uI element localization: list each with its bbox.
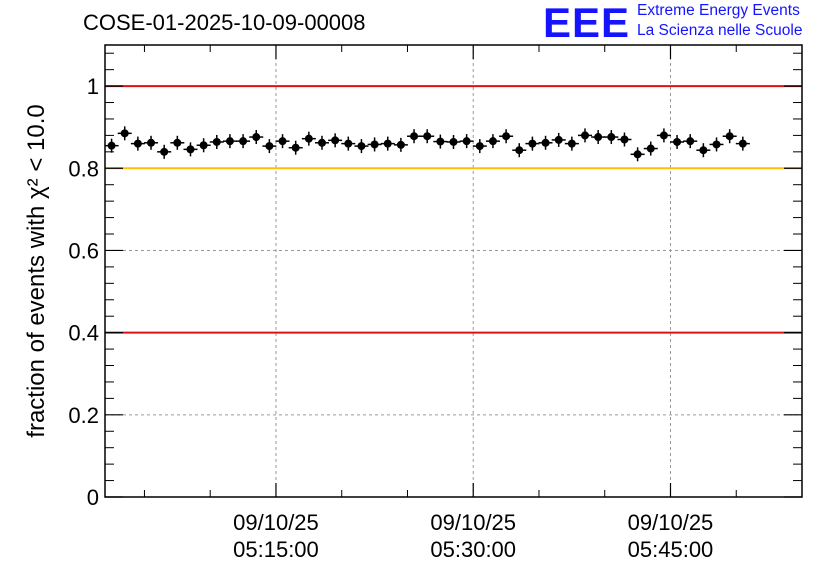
data-point: [699, 146, 708, 155]
data-point: [502, 132, 511, 141]
data-point: [120, 129, 129, 138]
y-tick-label: 0.2: [68, 403, 99, 428]
logo-tagline-2: La Scienza nelle Scuole: [637, 22, 803, 39]
x-tick-label-date: 09/10/25: [628, 510, 714, 535]
data-point: [515, 146, 524, 155]
grid-lines: [105, 45, 802, 497]
reference-lines: [105, 85, 802, 334]
data-point: [331, 136, 340, 145]
data-point: [304, 134, 313, 143]
data-point: [673, 137, 682, 146]
y-tick-label: 0.8: [68, 156, 99, 181]
data-point: [396, 140, 405, 149]
data-point: [212, 137, 221, 146]
data-point: [383, 139, 392, 148]
logo-tagline-1: Extreme Energy Events: [637, 2, 800, 19]
data-point: [659, 131, 668, 140]
data-point: [488, 137, 497, 146]
x-tick-label-time: 05:45:00: [628, 537, 714, 562]
data-point: [291, 143, 300, 152]
data-point: [133, 139, 142, 148]
data-point: [199, 141, 208, 150]
plot-frame: [104, 44, 803, 498]
y-axis-label: fraction of events with χ² < 10.0: [23, 104, 50, 437]
data-point: [410, 132, 419, 141]
data-point: [186, 145, 195, 154]
data-point: [738, 139, 747, 148]
x-tick-label-date: 09/10/25: [430, 510, 516, 535]
data-point: [475, 142, 484, 151]
data-point: [633, 150, 642, 159]
data-point: [725, 132, 734, 141]
data-point: [594, 133, 603, 142]
x-tick-label-time: 05:15:00: [233, 537, 319, 562]
data-point: [528, 139, 537, 148]
data-point: [462, 137, 471, 146]
data-point: [686, 137, 695, 146]
data-point: [541, 138, 550, 147]
data-point: [712, 140, 721, 149]
data-point: [436, 137, 445, 146]
data-point: [607, 133, 616, 142]
data-points: [104, 126, 750, 162]
data-point: [107, 141, 116, 150]
data-point: [173, 138, 182, 147]
data-point: [344, 139, 353, 148]
data-point: [567, 139, 576, 148]
data-point: [147, 138, 156, 147]
data-point: [449, 137, 458, 146]
y-tick-label: 0.4: [68, 321, 99, 346]
data-point: [317, 138, 326, 147]
data-point: [225, 137, 234, 146]
data-point: [620, 135, 629, 144]
data-point: [357, 142, 366, 151]
data-point: [239, 137, 248, 146]
eee-logo-mark: EEE: [543, 0, 631, 46]
chart-title: COSE-01-2025-10-09-00008: [83, 10, 366, 35]
data-point: [265, 142, 274, 151]
data-point: [370, 140, 379, 149]
data-point: [646, 144, 655, 153]
data-point: [278, 137, 287, 146]
data-point: [252, 133, 261, 142]
data-point: [581, 131, 590, 140]
data-point: [423, 132, 432, 141]
x-tick-label-date: 09/10/25: [233, 510, 319, 535]
axes: 00.20.40.60.8109/10/2505:15:0009/10/2505…: [68, 45, 802, 562]
y-tick-label: 0.6: [68, 238, 99, 263]
y-tick-label: 0: [87, 485, 99, 510]
x-tick-label-time: 05:30:00: [430, 537, 516, 562]
data-point: [160, 147, 169, 156]
y-tick-label: 1: [87, 74, 99, 99]
data-point: [554, 135, 563, 144]
